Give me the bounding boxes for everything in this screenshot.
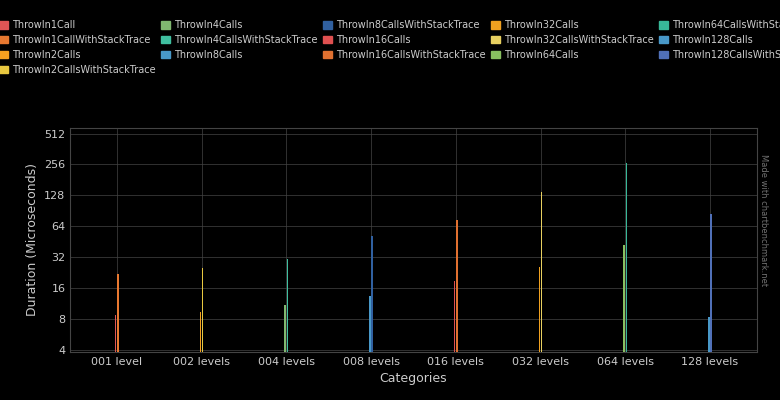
Bar [287,259,288,352]
Bar [708,317,710,352]
Bar [711,214,712,352]
X-axis label: Categories: Categories [380,372,447,386]
Bar [623,245,625,352]
Y-axis label: Duration (Microseconds): Duration (Microseconds) [26,164,38,316]
Bar [115,314,116,352]
Bar [371,236,373,352]
Bar [200,312,201,352]
Bar [539,267,540,352]
Legend: ThrowIn1Call, ThrowIn1CallWithStackTrace, ThrowIn2Calls, ThrowIn2CallsWithStackT: ThrowIn1Call, ThrowIn1CallWithStackTrace… [0,16,780,79]
Bar [454,281,456,352]
Bar [541,192,542,352]
Bar [285,306,286,352]
Bar [626,163,627,352]
Text: Made with chartbenchmark.net: Made with chartbenchmark.net [759,154,768,286]
Bar [117,274,119,352]
Bar [202,268,204,352]
Bar [456,220,458,352]
Bar [369,296,370,352]
